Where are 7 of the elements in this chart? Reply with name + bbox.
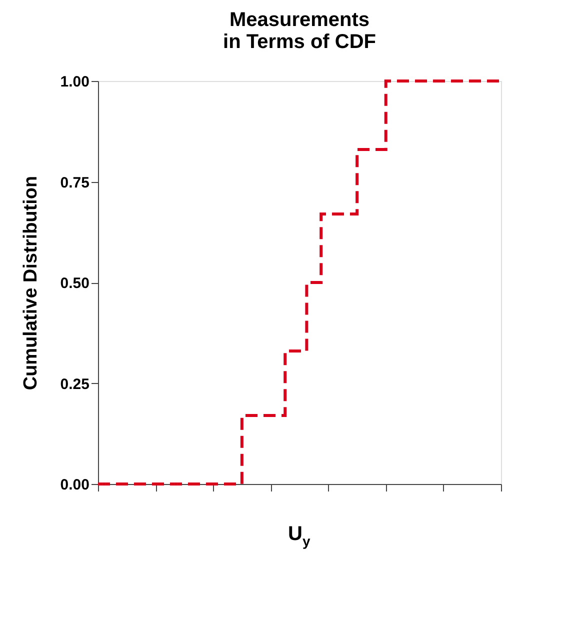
y-tick-label: 0.50 [60, 275, 90, 292]
y-axis-title: Cumulative Distribution [20, 176, 42, 390]
y-tick-label: 0.25 [60, 376, 90, 393]
y-tick-label: 0.75 [60, 174, 90, 192]
y-tick-label: 1.00 [60, 74, 90, 90]
chart-title: Measurements in Terms of CDF [223, 9, 376, 53]
y-tick-label: 0.00 [60, 476, 90, 494]
